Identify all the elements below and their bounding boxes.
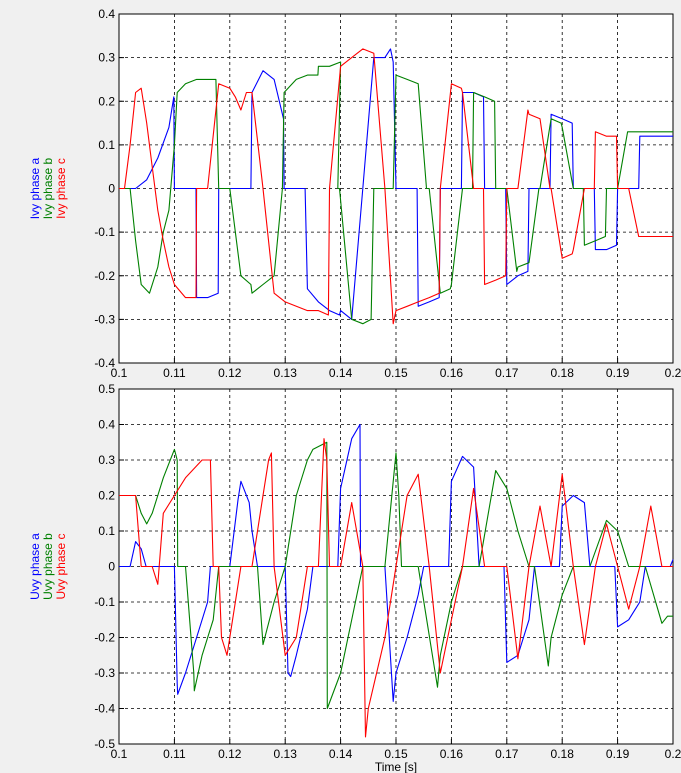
y-tick-label: -0.3 [94,312,115,326]
y-tick-label: 0.3 [98,51,115,65]
y-tick-label: -0.3 [94,666,115,680]
y-tick-label: 0.1 [98,524,115,538]
y-tick-label: -0.2 [94,269,115,283]
x-tick-label: 0.16 [440,747,464,761]
x-tick-label: 0.13 [274,747,298,761]
x-tick-label: 0.17 [495,747,519,761]
y-tick-label: 0 [108,560,115,574]
x-tick-label: 0.15 [384,366,408,380]
y-axis-label-line: Uvy phase c [54,533,68,599]
bottom-subplot: 0.50.40.30.20.10-0.1-0.2-0.3-0.4-0.50.1 0… [28,382,681,773]
x-tick-label: 0.15 [384,747,408,761]
series-line [119,438,673,738]
x-tick-label: 0.18 [551,747,575,761]
x-tick-label: 0.17 [495,366,519,380]
y-axis-label-line: Uvy phase b [41,533,55,600]
y-tick-label: -0.1 [94,225,115,239]
x-tick-label: 0.11 [163,747,186,761]
x-tick-label: 0.13 [274,366,298,380]
y-axis-label: Uvy phase aUvy phase bUvy phase c [28,533,68,600]
y-tick-label: 0.4 [98,7,115,21]
x-tick-label: 0.19 [606,747,630,761]
x-tick-label: 0.19 [606,366,630,380]
y-tick-label: -0.1 [94,595,115,609]
y-tick-label: -0.5 [94,737,115,751]
y-axis-label: Ivy phase aIvy phase bIvy phase c [28,157,68,219]
y-axis-label-line: Ivy phase c [54,158,68,219]
y-axis-label-line: Uvy phase a [28,533,42,600]
y-tick-label: 0.1 [98,138,115,152]
y-tick-label: -0.2 [94,631,115,645]
series-line [119,48,673,325]
x-tick-label: 0.1 [111,747,128,761]
series-line [119,441,673,710]
y-axis-label-line: Ivy phase b [41,157,55,219]
y-tick-label: -0.4 [94,356,115,370]
y-tick-label: 0.4 [98,418,115,432]
series-line [119,423,674,702]
y-tick-label: 0 [108,182,115,196]
y-tick-label: 0.2 [98,489,115,503]
y-tick-label: -0.4 [94,702,115,716]
y-tick-label: 0.2 [98,94,115,108]
x-tick-label: 0.11 [163,366,186,380]
x-tick-label: 0.2 [665,747,681,761]
x-tick-label: 0.12 [218,366,242,380]
x-tick-label: 0.14 [329,366,353,380]
x-tick-label: 0.2 [665,366,681,380]
top-subplot: 0.40.30.20.10-0.1-0.2-0.3-0.40.1 0.11 0.12… [28,7,681,380]
x-tick-label: 0.1 [111,366,128,380]
y-axis-label-line: Ivy phase a [28,157,42,219]
x-tick-label: 0.18 [551,366,575,380]
x-tick-label: 0.16 [440,366,464,380]
y-tick-label: 0.5 [98,382,115,396]
x-axis-label: Time [s] [375,760,417,773]
x-tick-label: 0.12 [218,747,242,761]
x-tick-label: 0.14 [329,747,353,761]
series-line [119,61,673,325]
y-tick-label: 0.3 [98,453,115,467]
